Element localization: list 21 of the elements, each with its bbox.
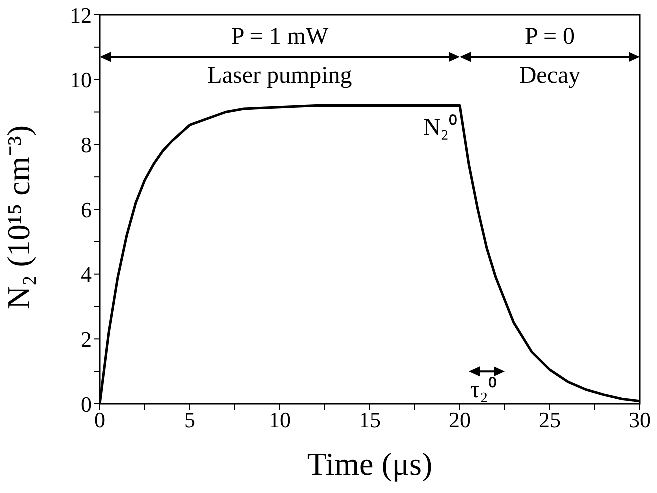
- annotation: P = 1 mW: [231, 24, 330, 50]
- y-tick-label: 10: [70, 68, 92, 93]
- x-tick-label: 5: [184, 408, 196, 433]
- annotation: τ₂⁰: [470, 376, 496, 404]
- y-tick-label: 0: [81, 392, 92, 417]
- y-tick-label: 12: [70, 2, 92, 28]
- annotation: Decay: [519, 63, 581, 90]
- x-tick-label: 15: [359, 408, 381, 433]
- y-tick-label: 6: [81, 197, 92, 222]
- annotation: P = 0: [525, 24, 575, 50]
- annotation: N₂⁰: [423, 114, 458, 141]
- annotation: Laser pumping: [208, 63, 352, 90]
- x-tick-label: 25: [539, 408, 561, 433]
- y-tick-label: 8: [81, 132, 92, 158]
- y-tick-label: 4: [81, 262, 92, 288]
- x-tick-label: 30: [629, 408, 651, 433]
- x-axis-title: Time (μs): [307, 446, 433, 482]
- y-axis-title: N₂ (10¹⁵ cm⁻³): [0, 125, 36, 310]
- x-tick-label: 10: [269, 408, 291, 433]
- x-tick-label: 20: [449, 408, 471, 433]
- y-tick-label: 2: [81, 326, 92, 352]
